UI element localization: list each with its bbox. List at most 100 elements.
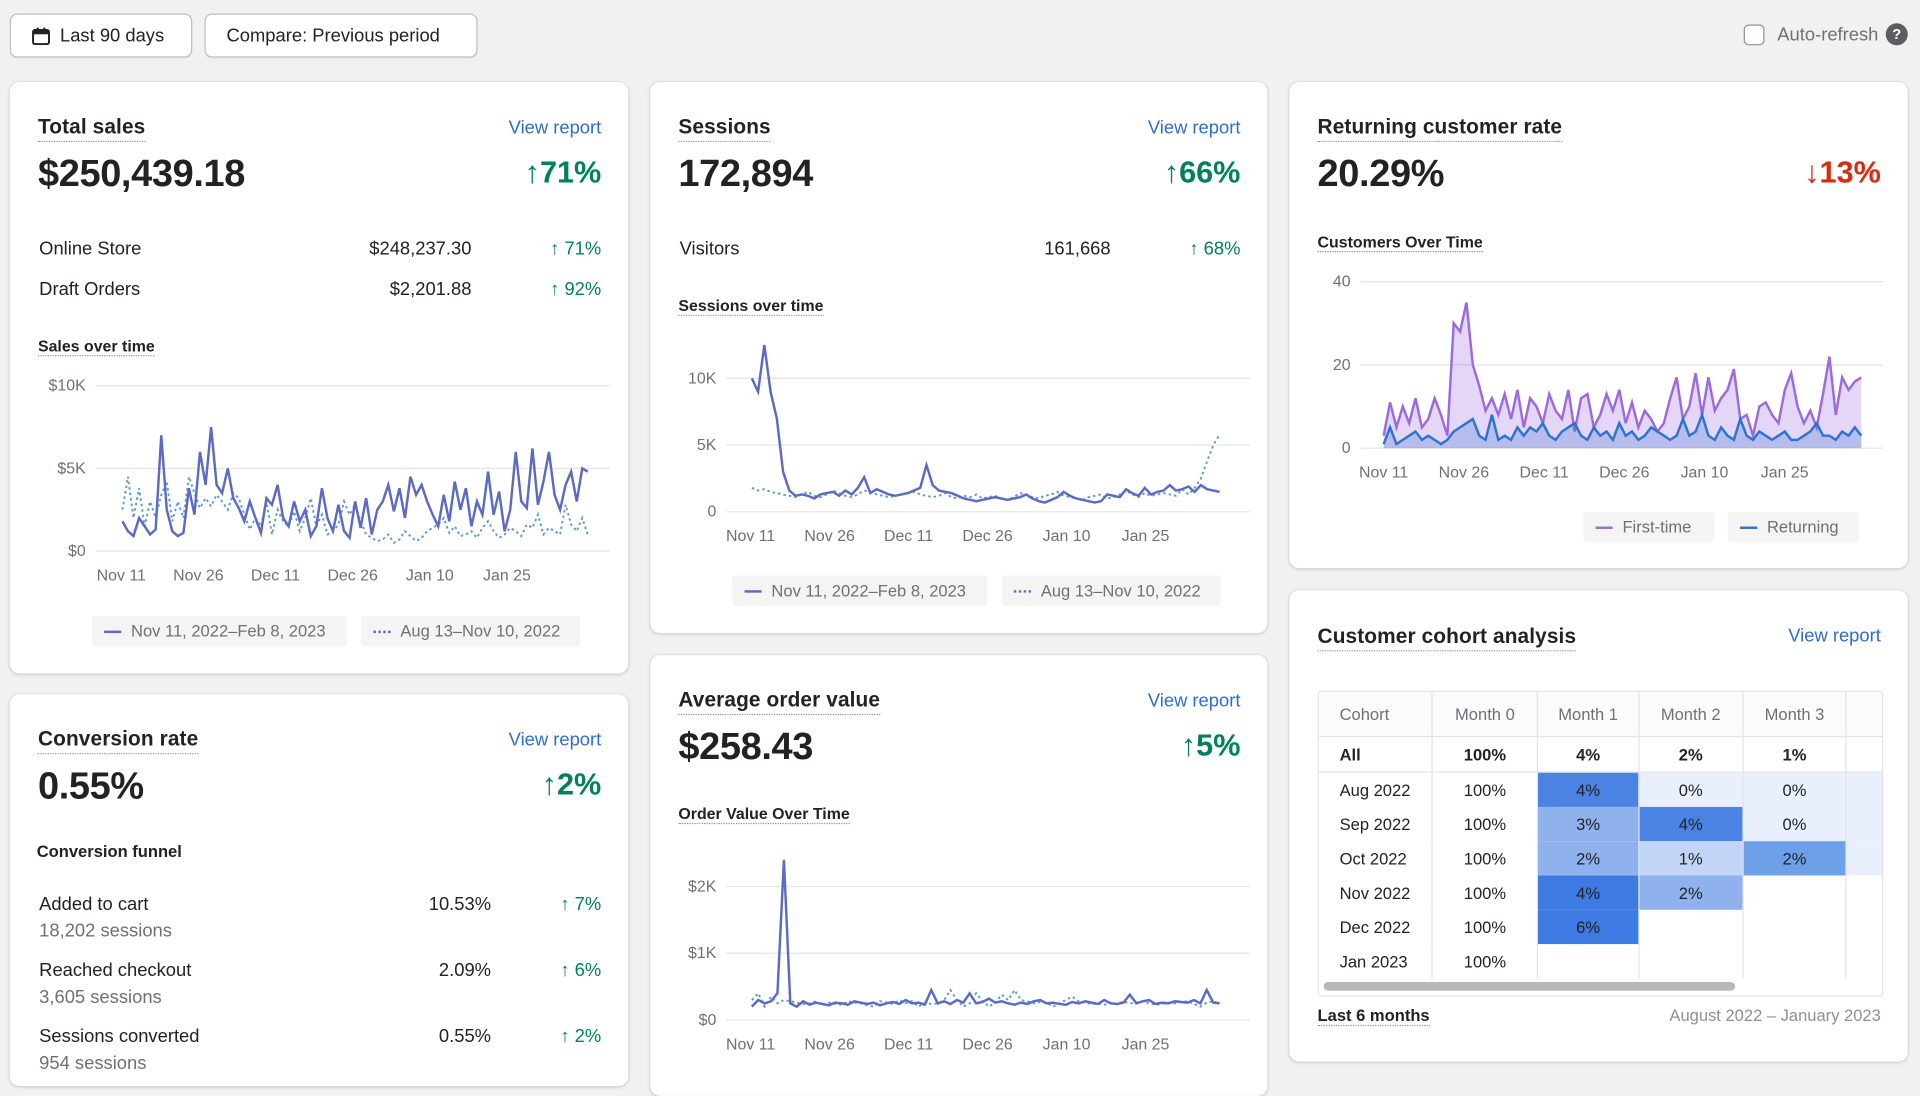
y-tick-label: 5K bbox=[697, 437, 717, 454]
cohort-cell: All bbox=[1318, 736, 1434, 773]
card-title[interactable]: Customer cohort analysis bbox=[1317, 624, 1577, 652]
cohort-cell: 2% bbox=[1638, 736, 1744, 773]
legend-current[interactable]: Nov 11, 2022–Feb 8, 2023 bbox=[91, 615, 347, 647]
cohort-period-label[interactable]: Last 6 months bbox=[1317, 1006, 1430, 1027]
compare-button[interactable]: Compare: Previous period bbox=[204, 13, 478, 58]
returning-change: ↓13% bbox=[1804, 155, 1881, 190]
cohort-row: Oct 2022 100% 2% 1% 2% bbox=[1318, 841, 1883, 876]
y-tick-label: 40 bbox=[1333, 274, 1351, 291]
cohort-table-container[interactable]: Cohort Month 0 Month 1 Month 2 Month 3 A… bbox=[1317, 690, 1884, 997]
cohort-cell: 0% bbox=[1638, 772, 1744, 807]
order-value-chart: $0 $1K $2K Nov 11 Nov 26 Dec 11 Dec 26 Jan 10 Ja… bbox=[688, 859, 1251, 1053]
row-change: ↑ 6% bbox=[560, 960, 602, 981]
row-label: Draft Orders bbox=[39, 279, 141, 301]
cohort-row: Dec 2022 100% 6% bbox=[1318, 909, 1882, 945]
sessions-value: 172,894 bbox=[678, 151, 814, 195]
x-tick-label: Jan 25 bbox=[1761, 465, 1809, 482]
cohort-cell: 2% bbox=[1742, 841, 1847, 876]
y-tick-label: 0 bbox=[1342, 440, 1351, 457]
y-tick-label: $10K bbox=[49, 378, 87, 395]
y-tick-label: $2K bbox=[688, 878, 717, 895]
view-report-link[interactable]: View report bbox=[508, 729, 602, 751]
x-tick-label: Dec 11 bbox=[884, 528, 933, 545]
legend-label: First-time bbox=[1622, 517, 1692, 537]
help-icon[interactable]: ? bbox=[1885, 23, 1908, 46]
cohort-all-row: All 100% 4% 2% 1% bbox=[1318, 736, 1883, 773]
series-line-previous bbox=[751, 433, 1221, 501]
card-title[interactable]: Total sales bbox=[37, 115, 146, 143]
view-report-link[interactable]: View report bbox=[1147, 117, 1241, 139]
cohort-cell: 4% bbox=[1537, 772, 1640, 807]
conversion-rate-card: Conversion rate View report 0.55% ↑2% Co… bbox=[9, 694, 629, 1087]
x-tick-label: Nov 11 bbox=[726, 1036, 775, 1053]
x-tick-label: Dec 11 bbox=[1519, 465, 1568, 482]
total-sales-value: $250,439.18 bbox=[37, 151, 246, 195]
date-range-label: Last 90 days bbox=[60, 25, 165, 46]
toolbar: Last 90 days Compare: Previous period Au… bbox=[9, 13, 1908, 60]
calendar-icon bbox=[32, 26, 50, 45]
legend-previous[interactable]: Aug 13–Nov 10, 2022 bbox=[1001, 575, 1221, 607]
view-report-link[interactable]: View report bbox=[1788, 625, 1881, 647]
chart-title[interactable]: Customers Over Time bbox=[1317, 232, 1483, 253]
y-tick-label: $0 bbox=[699, 1012, 717, 1029]
sessions-change: ↑66% bbox=[1163, 155, 1241, 190]
customers-chart: 0 20 40 Nov 11 Nov 26 Dec 11 Dec 26 Jan 10 Jan 2… bbox=[1333, 274, 1884, 482]
legend-current[interactable]: Nov 11, 2022–Feb 8, 2023 bbox=[732, 575, 987, 607]
legend-first-time[interactable]: First-time bbox=[1583, 511, 1715, 543]
analytics-dashboard: Last 90 days Compare: Previous period Au… bbox=[9, 13, 1908, 1096]
row-change: ↑ 2% bbox=[560, 1026, 602, 1047]
row-value: $248,237.30 bbox=[369, 238, 472, 260]
x-tick-label: Jan 10 bbox=[1043, 528, 1091, 545]
x-tick-label: Nov 26 bbox=[173, 567, 224, 584]
row-label: Sessions converted bbox=[39, 1026, 200, 1047]
date-range-button[interactable]: Last 90 days bbox=[9, 13, 193, 58]
cohort-cell: Sep 2022 bbox=[1318, 806, 1434, 842]
total-sales-change: ↑71% bbox=[524, 155, 602, 190]
cohort-cell: 1% bbox=[1742, 736, 1847, 773]
cohort-row: Aug 2022 100% 4% 0% 0% bbox=[1318, 772, 1883, 807]
row-value: 2.09% bbox=[438, 960, 492, 981]
cohort-cell: Jan 2023 bbox=[1318, 944, 1434, 979]
view-report-link[interactable]: View report bbox=[508, 117, 602, 139]
x-tick-label: Dec 11 bbox=[251, 567, 300, 584]
aov-change: ↑5% bbox=[1180, 728, 1241, 763]
series-area bbox=[1383, 302, 1862, 449]
card-title[interactable]: Sessions bbox=[678, 115, 771, 143]
horizontal-scrollbar[interactable] bbox=[1323, 982, 1736, 991]
chart-title[interactable]: Sales over time bbox=[37, 336, 155, 357]
row-value: 161,668 bbox=[1044, 238, 1111, 260]
aov-value: $258.43 bbox=[678, 724, 814, 768]
auto-refresh-checkbox[interactable] bbox=[1744, 23, 1766, 45]
chart-title[interactable]: Sessions over time bbox=[678, 296, 824, 316]
y-tick-label: 20 bbox=[1333, 357, 1351, 374]
cohort-cell: 1% bbox=[1638, 841, 1744, 876]
row-value: 0.55% bbox=[438, 1026, 492, 1047]
y-tick-label: 10K bbox=[688, 370, 717, 387]
cohort-cell: Aug 2022 bbox=[1318, 772, 1434, 807]
cohort-cell bbox=[1846, 876, 1882, 910]
auto-refresh-label: Auto-refresh bbox=[1777, 23, 1879, 45]
funnel-row: Added to cart 18,202 sessions 10.53% ↑ 7… bbox=[39, 894, 601, 945]
card-title[interactable]: Returning customer rate bbox=[1317, 115, 1563, 143]
funnel-row: Sessions converted 954 sessions 0.55% ↑ … bbox=[39, 1026, 601, 1077]
legend-returning[interactable]: Returning bbox=[1727, 511, 1859, 543]
cohort-cell bbox=[1742, 875, 1847, 910]
legend-previous[interactable]: Aug 13–Nov 10, 2022 bbox=[361, 615, 581, 647]
row-sublabel: 18,202 sessions bbox=[39, 920, 172, 942]
card-title[interactable]: Conversion rate bbox=[37, 727, 199, 755]
legend-label: Aug 13–Nov 10, 2022 bbox=[400, 622, 561, 641]
cohort-table: Cohort Month 0 Month 1 Month 2 Month 3 A… bbox=[1318, 691, 1883, 979]
series-line bbox=[1382, 302, 1862, 441]
cohort-cell: 3% bbox=[1537, 806, 1640, 842]
auto-refresh-toggle[interactable]: Auto-refresh ? bbox=[1744, 23, 1908, 46]
chart-title[interactable]: Order Value Over Time bbox=[678, 804, 850, 825]
x-tick-label: Jan 25 bbox=[1122, 528, 1170, 545]
card-title[interactable]: Average order value bbox=[678, 688, 881, 716]
view-report-link[interactable]: View report bbox=[1147, 690, 1241, 712]
cohort-date-range: August 2022 – January 2023 bbox=[1669, 1006, 1881, 1025]
cohort-cell: 0% bbox=[1742, 772, 1847, 807]
cohort-cell bbox=[1638, 909, 1744, 945]
cohort-cell bbox=[1846, 910, 1882, 944]
row-change: ↑ 92% bbox=[550, 279, 602, 301]
legend-swatch bbox=[1595, 525, 1613, 529]
